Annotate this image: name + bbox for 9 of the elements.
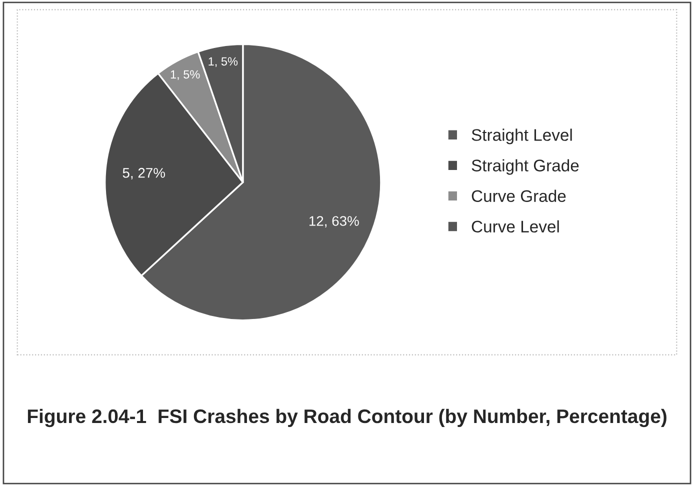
legend-label: Curve Grade <box>472 190 566 202</box>
text: Figure 2.04-1 FSI Crashes by Road Contour (by Number, Percentage) <box>28 408 666 428</box>
data-label: 5, 27% <box>122 168 165 180</box>
legend-label: Straight Grade <box>472 159 579 175</box>
legend-label: Curve Level <box>472 220 559 233</box>
legend-label: Straight Level <box>472 128 572 144</box>
data-label: 12, 63% <box>309 216 359 228</box>
data-label: 1, 5% <box>208 57 238 68</box>
data-label: 1, 5% <box>170 70 200 80</box>
